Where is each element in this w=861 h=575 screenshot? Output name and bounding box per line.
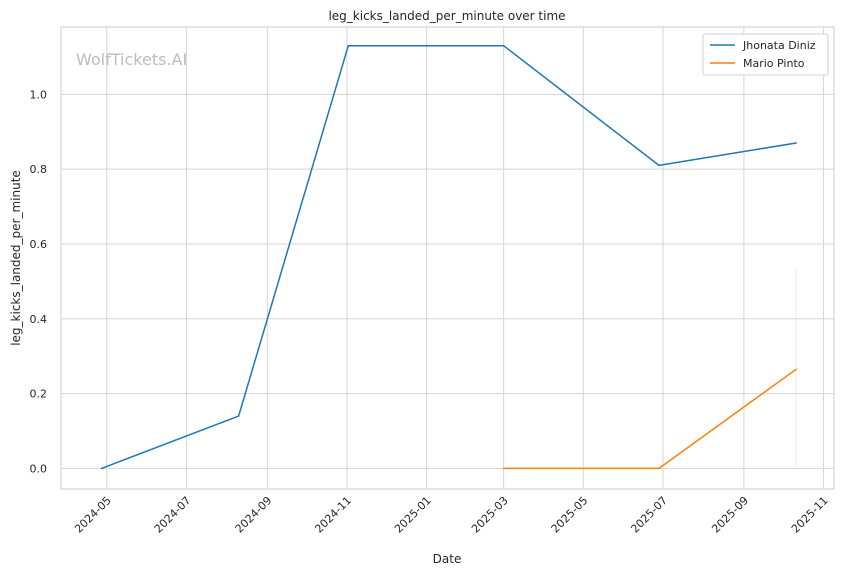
watermark-text: WolfTickets.AI — [76, 50, 187, 69]
plot-frame — [60, 26, 835, 490]
x-tick-label: 2024-11 — [312, 494, 354, 536]
plot-area — [61, 27, 834, 489]
y-axis-label: leg_kicks_landed_per_minute — [9, 170, 23, 346]
x-axis-label: Date — [433, 552, 462, 566]
y-tick-label: 0.6 — [30, 238, 48, 251]
y-tick-labels: 0.0 0.2 0.4 0.6 0.8 1.0 — [30, 88, 48, 475]
chart-title: leg_kicks_landed_per_minute over time — [328, 9, 565, 23]
data-point-jhonata-diniz — [502, 44, 505, 47]
x-tick-label: 2025-09 — [709, 494, 751, 536]
series-line-jhonata-diniz — [101, 44, 797, 470]
x-tick-label: 2024-09 — [233, 494, 275, 536]
data-point-jhonata-diniz — [237, 415, 240, 417]
data-point-jhonata-diniz — [100, 467, 103, 470]
x-tick-labels: 2024-05 2024-07 2024-09 2024-11 2025-01 2025-… — [72, 494, 831, 536]
data-point-mario-pinto — [658, 467, 660, 470]
x-tick-label: 2025-03 — [469, 494, 511, 536]
x-tick-label: 2025-07 — [628, 494, 670, 536]
grid-lines — [61, 27, 834, 489]
legend: Jhonata Diniz Mario Pinto — [702, 33, 829, 76]
x-tick-label: 2025-05 — [549, 494, 591, 536]
series-lines — [100, 44, 797, 470]
x-tick-label: 2024-07 — [152, 494, 194, 536]
y-tick-label: 1.0 — [30, 88, 48, 101]
x-tick-label: 2024-05 — [72, 494, 114, 536]
x-tick-label: 2025-11 — [789, 494, 831, 536]
data-point-jhonata-diniz — [658, 164, 660, 167]
x-tick-label: 2025-01 — [392, 494, 434, 536]
legend-label-jhonata-diniz: Jhonata Diniz — [742, 39, 816, 52]
legend-label-mario-pinto: Mario Pinto — [743, 57, 805, 70]
y-tick-label: 0.0 — [30, 462, 48, 475]
data-point-mario-pinto — [795, 368, 797, 371]
data-point-jhonata-diniz — [795, 142, 797, 144]
data-point-mario-pinto — [502, 467, 505, 470]
data-point-jhonata-diniz — [347, 44, 350, 47]
y-tick-label: 0.8 — [30, 163, 48, 176]
y-tick-label: 0.4 — [30, 313, 48, 326]
y-tick-label: 0.2 — [30, 388, 48, 401]
